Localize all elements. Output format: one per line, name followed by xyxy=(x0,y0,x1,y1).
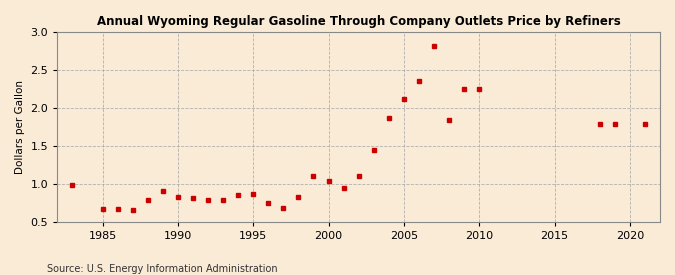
Text: Source: U.S. Energy Information Administration: Source: U.S. Energy Information Administ… xyxy=(47,264,278,274)
Y-axis label: Dollars per Gallon: Dollars per Gallon xyxy=(15,80,25,174)
Title: Annual Wyoming Regular Gasoline Through Company Outlets Price by Refiners: Annual Wyoming Regular Gasoline Through … xyxy=(97,15,620,28)
